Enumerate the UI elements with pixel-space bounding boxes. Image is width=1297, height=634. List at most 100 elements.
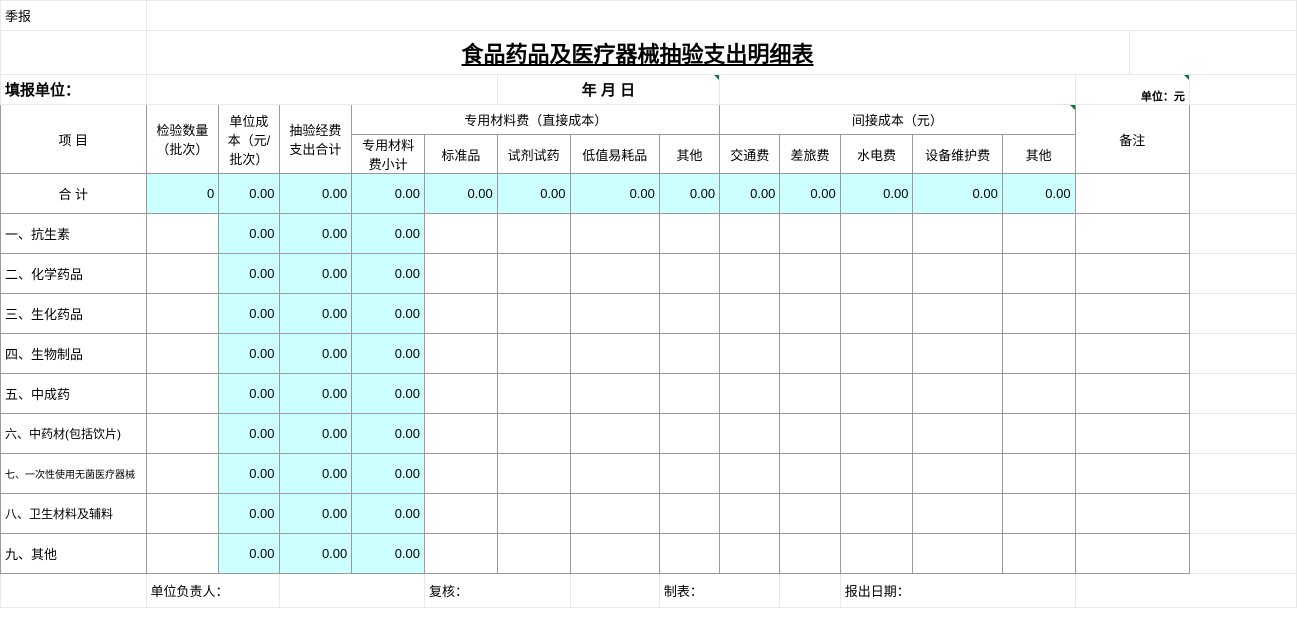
row-standard[interactable] <box>425 334 498 374</box>
row-standard[interactable] <box>425 294 498 334</box>
row-maintenance[interactable] <box>913 214 1002 254</box>
row-other-direct[interactable] <box>659 294 719 334</box>
row-standard[interactable] <box>425 374 498 414</box>
row-travel[interactable] <box>780 454 840 494</box>
row-other-indirect[interactable] <box>1002 374 1075 414</box>
row-remark[interactable] <box>1075 294 1189 334</box>
row-remark[interactable] <box>1075 454 1189 494</box>
row-qty[interactable] <box>146 494 219 534</box>
row-remark[interactable] <box>1075 374 1189 414</box>
page-title: 食品药品及医疗器械抽验支出明细表 <box>146 31 1129 75</box>
row-travel[interactable] <box>780 254 840 294</box>
row-other-direct[interactable] <box>659 334 719 374</box>
row-traffic[interactable] <box>720 494 780 534</box>
row-travel[interactable] <box>780 494 840 534</box>
row-maintenance[interactable] <box>913 534 1002 574</box>
row-reagent[interactable] <box>497 334 570 374</box>
row-other-direct[interactable] <box>659 254 719 294</box>
row-qty[interactable] <box>146 294 219 334</box>
row-qty[interactable] <box>146 414 219 454</box>
row-traffic[interactable] <box>720 214 780 254</box>
row-qty[interactable] <box>146 374 219 414</box>
row-traffic[interactable] <box>720 334 780 374</box>
row-reagent[interactable] <box>497 214 570 254</box>
row-standard[interactable] <box>425 254 498 294</box>
row-remark[interactable] <box>1075 534 1189 574</box>
row-other-indirect[interactable] <box>1002 214 1075 254</box>
row-remark[interactable] <box>1075 334 1189 374</box>
row-other-indirect[interactable] <box>1002 454 1075 494</box>
row-travel[interactable] <box>780 374 840 414</box>
row-remark[interactable] <box>1075 254 1189 294</box>
row-utility[interactable] <box>840 334 913 374</box>
row-utility[interactable] <box>840 454 913 494</box>
row-traffic[interactable] <box>720 254 780 294</box>
row-qty[interactable] <box>146 214 219 254</box>
row-other-direct[interactable] <box>659 414 719 454</box>
row-traffic[interactable] <box>720 374 780 414</box>
row-reagent[interactable] <box>497 254 570 294</box>
row-remark[interactable] <box>1075 214 1189 254</box>
row-low-consumable[interactable] <box>570 294 659 334</box>
row-maintenance[interactable] <box>913 334 1002 374</box>
row-reagent[interactable] <box>497 414 570 454</box>
row-low-consumable[interactable] <box>570 214 659 254</box>
row-utility[interactable] <box>840 374 913 414</box>
row-low-consumable[interactable] <box>570 334 659 374</box>
row-utility[interactable] <box>840 254 913 294</box>
row-other-direct[interactable] <box>659 454 719 494</box>
row-traffic[interactable] <box>720 534 780 574</box>
row-maintenance[interactable] <box>913 374 1002 414</box>
row-other-indirect[interactable] <box>1002 494 1075 534</box>
row-travel[interactable] <box>780 294 840 334</box>
row-standard[interactable] <box>425 414 498 454</box>
row-maintenance[interactable] <box>913 254 1002 294</box>
row-traffic[interactable] <box>720 294 780 334</box>
row-low-consumable[interactable] <box>570 534 659 574</box>
row-standard[interactable] <box>425 214 498 254</box>
row-remark[interactable] <box>1075 414 1189 454</box>
row-standard[interactable] <box>425 494 498 534</box>
row-maintenance[interactable] <box>913 414 1002 454</box>
row-standard[interactable] <box>425 454 498 494</box>
row-travel[interactable] <box>780 534 840 574</box>
row-traffic[interactable] <box>720 414 780 454</box>
row-other-indirect[interactable] <box>1002 534 1075 574</box>
row-other-direct[interactable] <box>659 534 719 574</box>
row-travel[interactable] <box>780 334 840 374</box>
row-qty[interactable] <box>146 534 219 574</box>
row-utility[interactable] <box>840 534 913 574</box>
row-other-indirect[interactable] <box>1002 254 1075 294</box>
row-reagent[interactable] <box>497 534 570 574</box>
row-reagent[interactable] <box>497 494 570 534</box>
row-traffic[interactable] <box>720 454 780 494</box>
row-qty[interactable] <box>146 334 219 374</box>
row-other-indirect[interactable] <box>1002 334 1075 374</box>
row-low-consumable[interactable] <box>570 494 659 534</box>
row-travel[interactable] <box>780 214 840 254</box>
row-other-direct[interactable] <box>659 214 719 254</box>
row-reagent[interactable] <box>497 454 570 494</box>
row-reagent[interactable] <box>497 294 570 334</box>
row-other-indirect[interactable] <box>1002 414 1075 454</box>
row-other-indirect[interactable] <box>1002 294 1075 334</box>
row-utility[interactable] <box>840 414 913 454</box>
row-maintenance[interactable] <box>913 454 1002 494</box>
row-qty[interactable] <box>146 254 219 294</box>
row-utility[interactable] <box>840 294 913 334</box>
row-standard[interactable] <box>425 534 498 574</box>
row-travel[interactable] <box>780 414 840 454</box>
row-low-consumable[interactable] <box>570 414 659 454</box>
row-utility[interactable] <box>840 494 913 534</box>
row-other-direct[interactable] <box>659 494 719 534</box>
row-utility[interactable] <box>840 214 913 254</box>
row-low-consumable[interactable] <box>570 374 659 414</box>
row-low-consumable[interactable] <box>570 454 659 494</box>
row-reagent[interactable] <box>497 374 570 414</box>
row-other-direct[interactable] <box>659 374 719 414</box>
row-maintenance[interactable] <box>913 494 1002 534</box>
row-qty[interactable] <box>146 454 219 494</box>
row-low-consumable[interactable] <box>570 254 659 294</box>
row-remark[interactable] <box>1075 494 1189 534</box>
row-maintenance[interactable] <box>913 294 1002 334</box>
